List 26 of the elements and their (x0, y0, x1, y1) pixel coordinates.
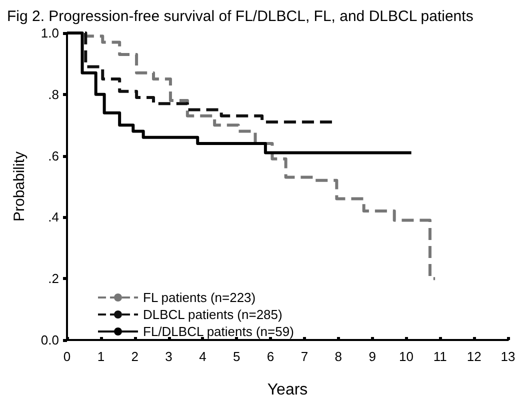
y-tick-label: .6 (48, 148, 59, 164)
x-tick-label: 13 (500, 349, 516, 364)
x-tick-label: 3 (165, 349, 172, 364)
y-tick-label: 0.0 (40, 332, 59, 348)
x-axis-title: Years (267, 382, 308, 398)
x-tick-label: 0 (63, 349, 71, 364)
x-tick-label: 2 (131, 349, 138, 364)
x-tick-label: 1 (97, 349, 105, 364)
x-tick-label: 4 (199, 349, 206, 364)
legend-label: DLBCL patients (n=285) (143, 307, 282, 322)
x-tick-label: 9 (368, 349, 376, 364)
chart-title: Fig 2. Progression-free survival of FL/DLBCL, FL, and DLBCL patients (7, 8, 474, 25)
y-tick-label: 1.0 (40, 26, 59, 40)
x-tick-label: 6 (266, 349, 274, 364)
legend-label: FL/DLBCL patients (n=59) (143, 324, 294, 339)
y-tick-label: .4 (48, 210, 59, 225)
x-tick-label: 10 (398, 349, 414, 364)
y-tick-label: .2 (48, 271, 59, 286)
x-tick-label: 7 (300, 349, 308, 364)
x-tick-label: 8 (334, 349, 342, 364)
y-tick-label: .8 (48, 86, 59, 102)
legend-label: FL patients (n=223) (143, 290, 256, 305)
y-axis-title: Probability (11, 150, 28, 222)
x-tick-label: 12 (466, 349, 482, 364)
x-tick-label: 11 (433, 349, 447, 364)
x-tick-label: 5 (233, 349, 240, 364)
